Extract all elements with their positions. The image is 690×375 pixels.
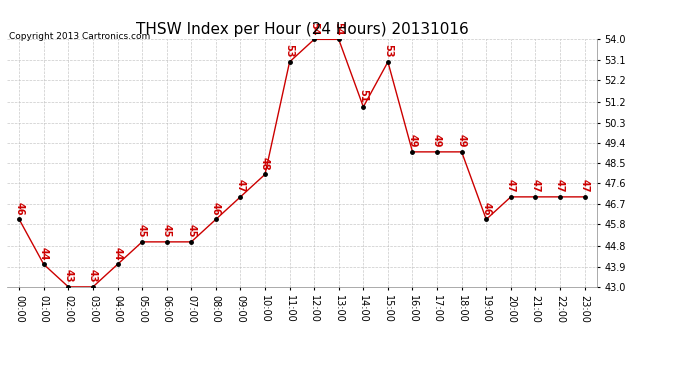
Text: 44: 44: [39, 247, 49, 260]
Text: 49: 49: [432, 134, 442, 148]
Text: Copyright 2013 Cartronics.com: Copyright 2013 Cartronics.com: [9, 32, 150, 41]
Text: 43: 43: [63, 269, 73, 283]
Text: 47: 47: [580, 179, 589, 193]
Text: 46: 46: [14, 202, 24, 215]
Text: 47: 47: [506, 179, 516, 193]
Text: 45: 45: [186, 224, 196, 238]
Text: 45: 45: [137, 224, 147, 238]
Text: 44: 44: [112, 247, 123, 260]
Text: 53: 53: [383, 44, 393, 58]
Text: 47: 47: [235, 179, 246, 193]
Text: 53: 53: [284, 44, 295, 58]
Text: 46: 46: [211, 202, 221, 215]
Text: 47: 47: [555, 179, 565, 193]
Text: 48: 48: [260, 157, 270, 170]
Text: 51: 51: [358, 89, 368, 103]
Title: THSW Index per Hour (24 Hours) 20131016: THSW Index per Hour (24 Hours) 20131016: [135, 22, 469, 37]
Text: 54: 54: [309, 22, 319, 35]
Text: 47: 47: [531, 179, 540, 193]
Text: THSW  (°F): THSW (°F): [553, 26, 616, 36]
Text: 54: 54: [334, 22, 344, 35]
Text: 49: 49: [408, 134, 417, 148]
Text: 43: 43: [88, 269, 98, 283]
Text: 49: 49: [457, 134, 466, 148]
Text: 46: 46: [481, 202, 491, 215]
Text: 45: 45: [161, 224, 172, 238]
